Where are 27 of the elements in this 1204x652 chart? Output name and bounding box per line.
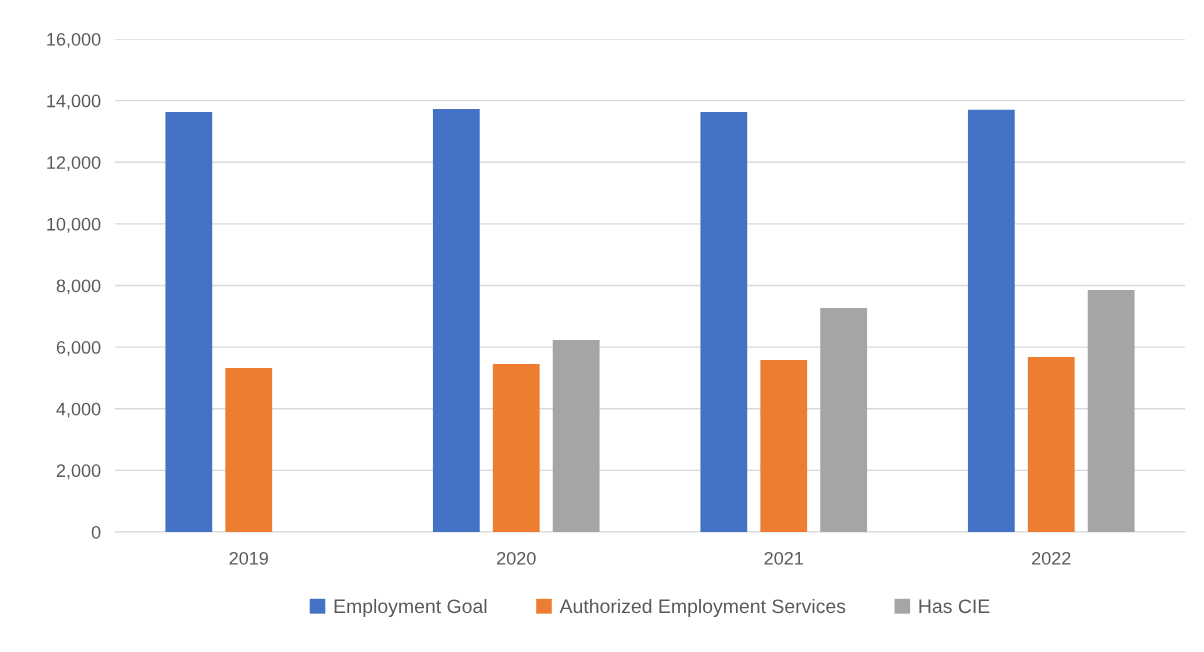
x-tick-label: 2022 (1032, 551, 1071, 565)
legend-label: Employment Goal (334, 598, 487, 618)
bar (492, 364, 540, 532)
y-tick-label: 10,000 (47, 217, 101, 233)
bar (165, 112, 213, 532)
y-tick-label: 4,000 (56, 402, 101, 418)
legend-label: Has CIE (919, 599, 990, 614)
x-tick-label: 2021 (764, 551, 803, 565)
bar (552, 340, 600, 532)
bar (760, 360, 808, 532)
x-tick-label: 2019 (229, 551, 268, 565)
y-tick-label: 2,000 (56, 464, 101, 480)
bar (1087, 290, 1135, 532)
legend-label: Authorized Employment Services (559, 598, 846, 618)
y-tick-label: 14,000 (47, 94, 101, 110)
bar (432, 108, 480, 532)
y-tick-label: 12,000 (47, 156, 101, 172)
y-tick-label: 16,000 (47, 32, 101, 48)
y-tick-label: 0 (91, 525, 101, 539)
y-tick-label: 8,000 (56, 279, 101, 295)
bar (225, 368, 273, 532)
bar (820, 307, 868, 532)
bar (1027, 356, 1075, 532)
y-tick-label: 6,000 (56, 341, 101, 356)
bar (967, 109, 1015, 532)
x-tick-label: 2020 (497, 551, 536, 565)
bar (700, 112, 748, 532)
